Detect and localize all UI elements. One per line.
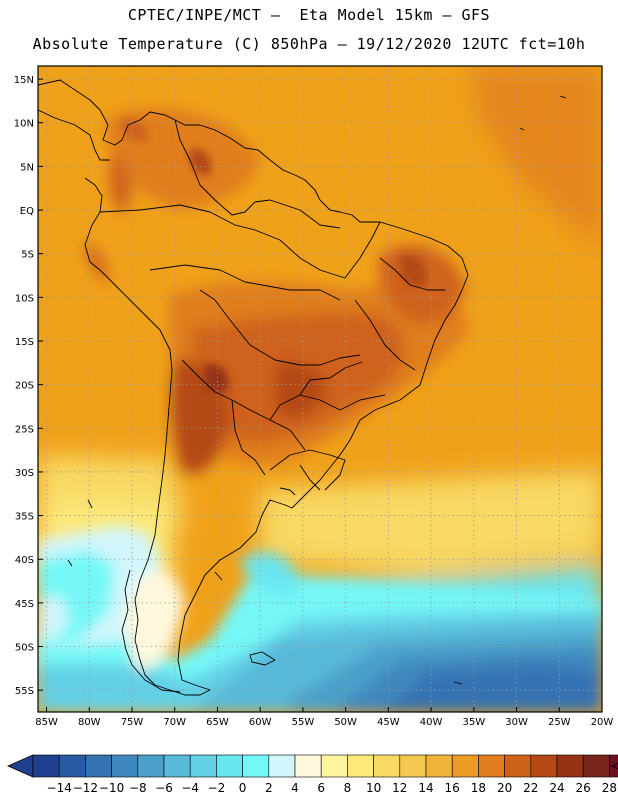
lat-label: 45S bbox=[15, 599, 34, 610]
colorbar-swatch bbox=[478, 754, 505, 778]
colorbar-label: −6 bbox=[155, 781, 173, 795]
lon-label: 75W bbox=[121, 717, 144, 728]
lat-label: 5N bbox=[20, 162, 34, 173]
colorbar-swatch bbox=[294, 754, 322, 778]
lat-label: 25S bbox=[15, 424, 34, 435]
colorbar-high-arrow bbox=[611, 762, 618, 770]
lat-label: 40S bbox=[15, 555, 34, 566]
lat-label: 50S bbox=[15, 643, 34, 654]
colorbar-swatch bbox=[320, 754, 348, 778]
colorbar-swatch bbox=[347, 754, 374, 778]
colorbar-swatch bbox=[373, 754, 401, 778]
colorbar-label: 20 bbox=[497, 781, 512, 795]
lon-label: 85W bbox=[35, 717, 58, 728]
colorbar-label: 8 bbox=[344, 781, 352, 795]
colorbar-swatch bbox=[530, 754, 558, 778]
colorbar-label: 0 bbox=[239, 781, 247, 795]
longitude-axis: 85W 80W 75W 70W 65W 60W 55W 50W 45W 40W 35W 30W 25W 2… bbox=[35, 707, 613, 728]
lat-label: 35S bbox=[15, 512, 34, 523]
colorbar-swatch bbox=[111, 754, 139, 778]
colorbar-label: 26 bbox=[576, 781, 591, 795]
colorbar-swatch bbox=[85, 754, 112, 778]
lat-label: EQ bbox=[20, 206, 34, 217]
lon-label: 25W bbox=[548, 717, 571, 728]
colorbar-swatch bbox=[425, 754, 453, 778]
map-frame bbox=[37, 65, 603, 713]
lon-label: 40W bbox=[420, 717, 443, 728]
colorbar-label: 6 bbox=[317, 781, 325, 795]
colorbar-label: 10 bbox=[366, 781, 381, 795]
colorbar-label: −4 bbox=[181, 781, 199, 795]
lon-label: 30W bbox=[505, 717, 528, 728]
colorbar-low-arrow bbox=[7, 754, 34, 778]
lat-label: 20S bbox=[15, 381, 34, 392]
lon-label: 80W bbox=[78, 717, 101, 728]
colorbar-swatch bbox=[451, 754, 479, 778]
lat-label: 5S bbox=[21, 250, 34, 261]
colorbar-label: 28 bbox=[602, 781, 617, 795]
colorbar-swatch bbox=[216, 754, 243, 778]
lon-label: 20W bbox=[591, 717, 614, 728]
colorbar-label: 4 bbox=[291, 781, 299, 795]
colorbar-label: −10 bbox=[99, 781, 124, 795]
lat-label: 10N bbox=[14, 119, 34, 130]
map-title-line2: Absolute Temperature (C) 850hPa – 19/12/… bbox=[32, 35, 586, 53]
colorbar-swatch bbox=[582, 754, 610, 778]
lat-label: 15S bbox=[15, 337, 34, 348]
colorbar-swatch bbox=[242, 754, 270, 778]
lat-label: 30S bbox=[15, 468, 34, 479]
lat-label: 55S bbox=[15, 686, 34, 697]
lon-label: 45W bbox=[377, 717, 400, 728]
colorbar-swatch bbox=[504, 754, 532, 778]
lon-label: 55W bbox=[292, 717, 315, 728]
colorbar-label: −8 bbox=[129, 781, 147, 795]
colorbar-label: 18 bbox=[471, 781, 486, 795]
colorbar-label: 12 bbox=[392, 781, 407, 795]
colorbar-label: −14 bbox=[47, 781, 72, 795]
colorbar-swatch bbox=[32, 754, 60, 778]
colorbar-label: −2 bbox=[208, 781, 226, 795]
colorbar-swatch bbox=[268, 754, 296, 778]
lat-label: 15N bbox=[14, 75, 34, 86]
colorbar-label: 14 bbox=[418, 781, 433, 795]
colorbar-swatch bbox=[189, 754, 217, 778]
colorbar-swatch bbox=[556, 754, 584, 778]
colorbar-swatch bbox=[399, 754, 427, 778]
lon-label: 50W bbox=[334, 717, 357, 728]
colorbar-label: 22 bbox=[523, 781, 538, 795]
colorbar-swatch bbox=[163, 754, 191, 778]
lon-label: 35W bbox=[463, 717, 486, 728]
colorbar-swatch bbox=[58, 754, 86, 778]
colorbar-swatch bbox=[137, 754, 165, 778]
lon-label: 70W bbox=[163, 717, 186, 728]
lon-label: 60W bbox=[249, 717, 272, 728]
colorbar-label: −12 bbox=[73, 781, 98, 795]
map-title-line1: CPTEC/INPE/MCT – Eta Model 15km – GFS bbox=[127, 6, 491, 24]
coastlines bbox=[38, 79, 567, 696]
colorbar-label: 24 bbox=[549, 781, 564, 795]
lat-label: 10S bbox=[15, 293, 34, 304]
temperature-field bbox=[38, 66, 602, 712]
colorbar: −14 −12 −10 −8 −6 −4 −2 0 2 4 6 8 10 12 14 16 18 20 22 24 26… bbox=[7, 754, 618, 795]
colorbar-label: 2 bbox=[265, 781, 273, 795]
latitude-axis: 15N 10N 5N EQ 5S 10S 15S 20S 25S 30S 35S 40S 45S 50S 5… bbox=[14, 75, 43, 697]
colorbar-label: 16 bbox=[445, 781, 460, 795]
lon-label: 65W bbox=[206, 717, 229, 728]
